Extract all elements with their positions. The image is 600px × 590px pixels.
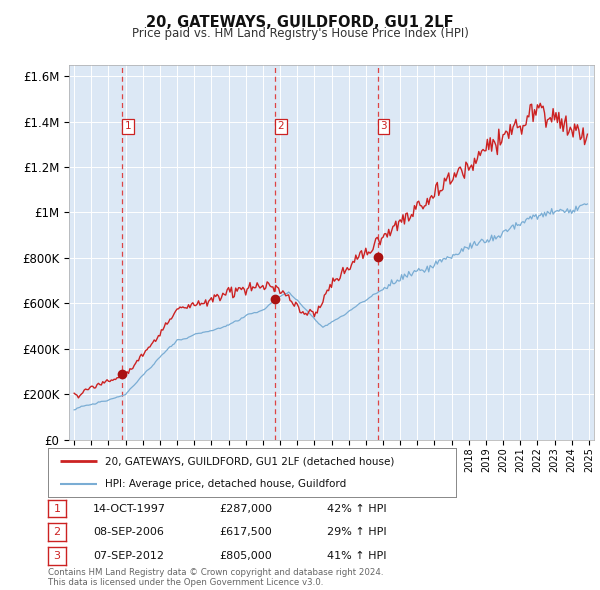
Text: 41% ↑ HPI: 41% ↑ HPI (327, 551, 386, 560)
Text: 3: 3 (53, 551, 61, 560)
Text: 08-SEP-2006: 08-SEP-2006 (93, 527, 164, 537)
Text: 1: 1 (124, 121, 131, 131)
Text: 1: 1 (53, 504, 61, 513)
Text: This data is licensed under the Open Government Licence v3.0.: This data is licensed under the Open Gov… (48, 578, 323, 587)
Text: 29% ↑ HPI: 29% ↑ HPI (327, 527, 386, 537)
Text: 42% ↑ HPI: 42% ↑ HPI (327, 504, 386, 513)
Text: 20, GATEWAYS, GUILDFORD, GU1 2LF (detached house): 20, GATEWAYS, GUILDFORD, GU1 2LF (detach… (105, 457, 394, 467)
Text: 07-SEP-2012: 07-SEP-2012 (93, 551, 164, 560)
Text: 2: 2 (277, 121, 284, 131)
Text: £617,500: £617,500 (219, 527, 272, 537)
Text: Contains HM Land Registry data © Crown copyright and database right 2024.: Contains HM Land Registry data © Crown c… (48, 568, 383, 577)
Text: £287,000: £287,000 (219, 504, 272, 513)
Text: 20, GATEWAYS, GUILDFORD, GU1 2LF: 20, GATEWAYS, GUILDFORD, GU1 2LF (146, 15, 454, 30)
Text: 3: 3 (380, 121, 387, 131)
Text: 2: 2 (53, 527, 61, 537)
Text: HPI: Average price, detached house, Guildford: HPI: Average price, detached house, Guil… (105, 478, 346, 489)
Text: Price paid vs. HM Land Registry's House Price Index (HPI): Price paid vs. HM Land Registry's House … (131, 27, 469, 40)
Text: £805,000: £805,000 (219, 551, 272, 560)
Text: 14-OCT-1997: 14-OCT-1997 (93, 504, 166, 513)
